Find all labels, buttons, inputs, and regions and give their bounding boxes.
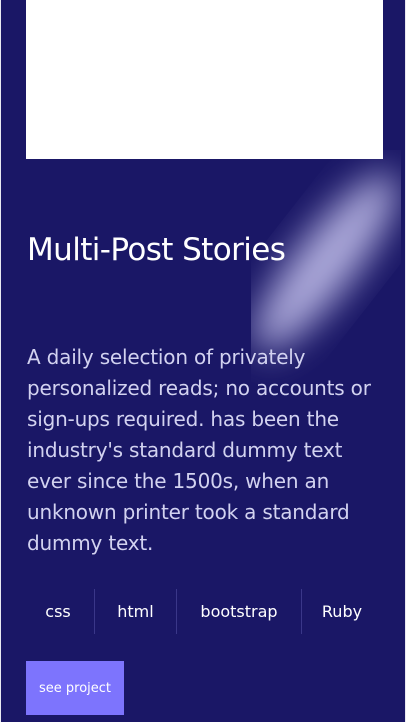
project-title: Multi-Post Stories — [27, 232, 286, 268]
tag-css: css — [45, 602, 71, 621]
tag-bootstrap: bootstrap — [176, 589, 301, 634]
see-project-button[interactable]: see project — [26, 661, 124, 715]
project-description: A daily selection of privately personali… — [27, 345, 371, 555]
tag-html: html — [94, 589, 176, 634]
tag-ruby: Ruby — [301, 589, 382, 634]
tech-tags: css html bootstrap Ruby — [22, 589, 382, 634]
project-preview-image — [26, 0, 383, 159]
